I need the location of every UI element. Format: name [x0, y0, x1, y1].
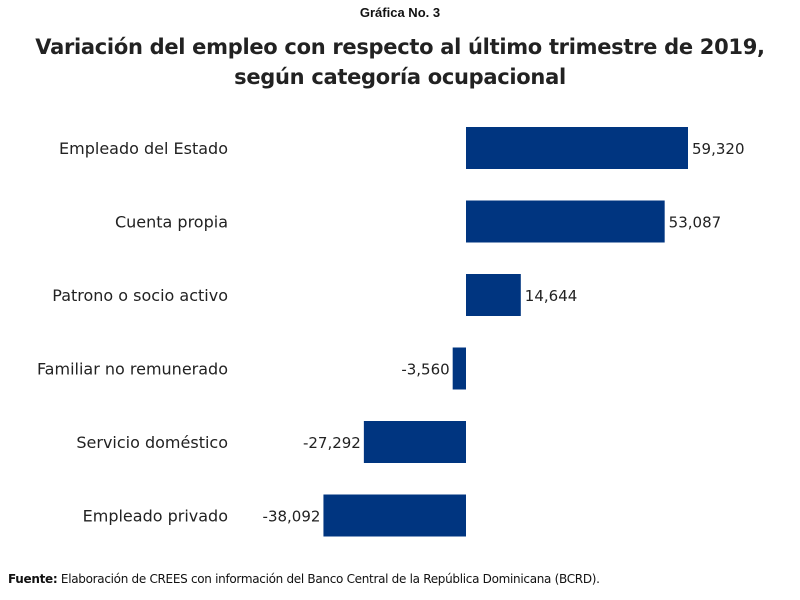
- bar-servicio-domestico: [363, 421, 466, 463]
- figure-number: Gráfica No. 3: [359, 5, 441, 20]
- bar-familiar-no-remunerado: [452, 347, 466, 390]
- category-label: Patrono o socio activo: [52, 286, 228, 305]
- data-label: 59,320: [692, 140, 745, 158]
- category-label: Empleado privado: [83, 507, 228, 526]
- data-label: -27,292: [303, 434, 361, 452]
- category-label: Cuenta propia: [115, 213, 228, 232]
- data-label: 14,644: [525, 287, 578, 305]
- data-label: 53,087: [669, 214, 722, 232]
- bar-patrono-o-socio-activo: [466, 274, 521, 316]
- bar-empleado-del-estado: [466, 127, 688, 169]
- chart-title: Variación del empleo con respecto al últ…: [0, 32, 800, 92]
- source-note: Fuente: Elaboración de CREES con informa…: [8, 572, 600, 586]
- data-label: -38,092: [263, 508, 321, 526]
- chart-title-line-2: según categoría ocupacional: [234, 65, 566, 89]
- category-label: Servicio doméstico: [76, 433, 228, 452]
- source-label: Fuente:: [8, 572, 58, 586]
- bar-cuenta-propia: [466, 200, 665, 243]
- category-label: Empleado del Estado: [59, 139, 228, 158]
- category-label: Familiar no remunerado: [37, 360, 228, 379]
- data-label: -3,560: [401, 361, 449, 379]
- bar-chart: Empleado del Estado 59,320 Cuenta propia 53…: [37, 127, 745, 537]
- bar-empleado-privado: [323, 494, 466, 537]
- chart-title-line-1: Variación del empleo con respecto al últ…: [35, 35, 765, 59]
- source-text: Elaboración de CREES con información del…: [57, 572, 600, 586]
